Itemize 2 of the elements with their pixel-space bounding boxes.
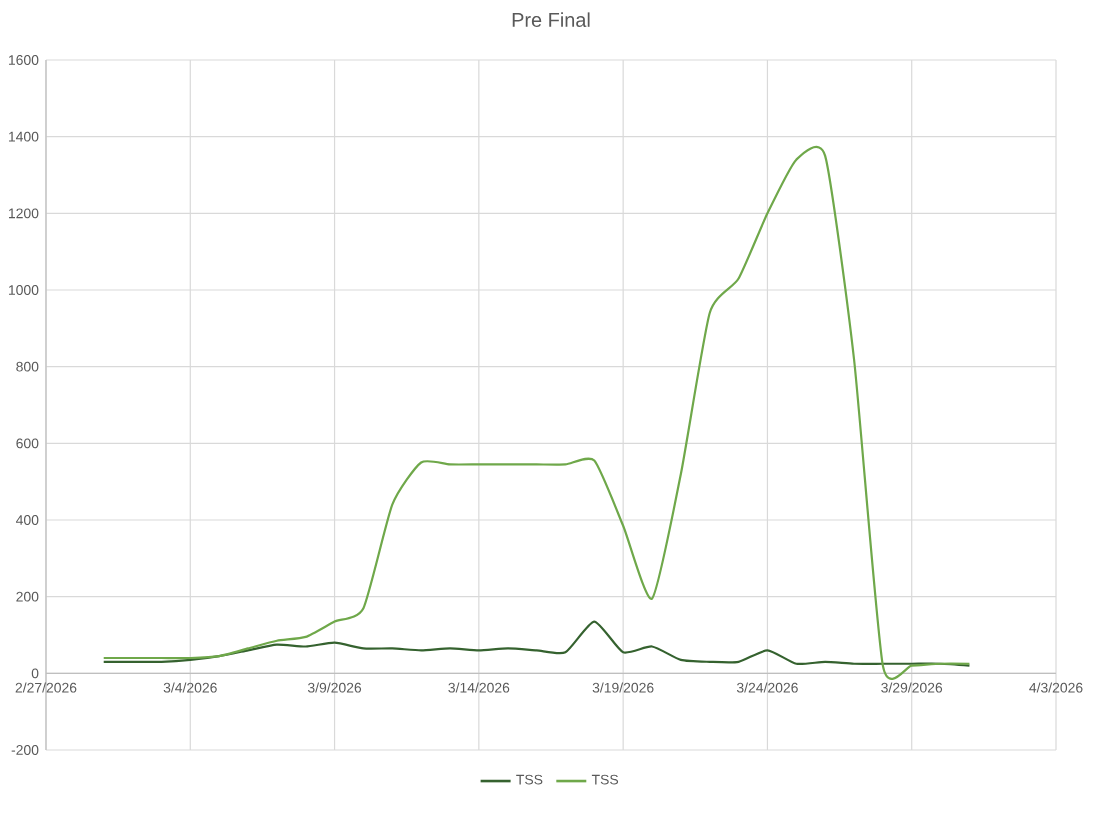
- chart-title: Pre Final: [512, 12, 590, 27]
- line-series: [102, 620, 971, 667]
